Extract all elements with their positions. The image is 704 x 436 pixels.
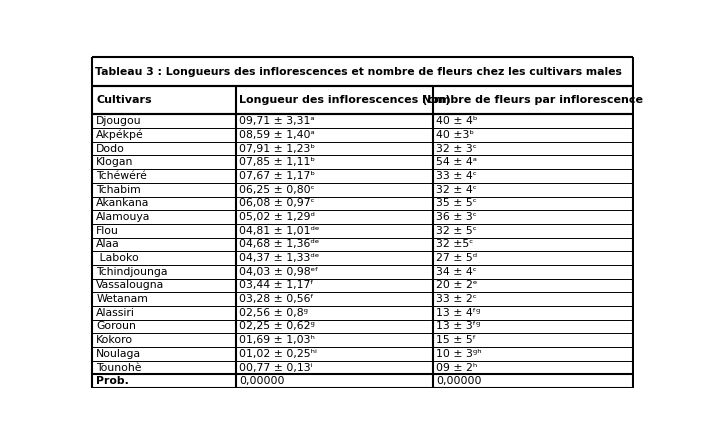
Text: 07,91 ± 1,23ᵇ: 07,91 ± 1,23ᵇ (239, 143, 315, 153)
Text: 08,59 ± 1,40ᵃ: 08,59 ± 1,40ᵃ (239, 130, 315, 140)
Text: 40 ± 4ᵇ: 40 ± 4ᵇ (436, 116, 478, 126)
Text: 09,71 ± 3,31ᵃ: 09,71 ± 3,31ᵃ (239, 116, 315, 126)
Text: 01,69 ± 1,03ʰ: 01,69 ± 1,03ʰ (239, 335, 315, 345)
Text: Tchéwéré: Tchéwéré (96, 171, 147, 181)
Text: 0,00000: 0,00000 (436, 376, 482, 386)
Text: 05,02 ± 1,29ᵈ: 05,02 ± 1,29ᵈ (239, 212, 315, 222)
Text: Tchindjounga: Tchindjounga (96, 267, 168, 277)
Text: 04,03 ± 0,98ᵉᶠ: 04,03 ± 0,98ᵉᶠ (239, 267, 319, 277)
Text: 33 ± 2ᶜ: 33 ± 2ᶜ (436, 294, 477, 304)
Text: 00,77 ± 0,13ⁱ: 00,77 ± 0,13ⁱ (239, 362, 313, 372)
Text: Dodo: Dodo (96, 143, 125, 153)
Text: 03,28 ± 0,56ᶠ: 03,28 ± 0,56ᶠ (239, 294, 314, 304)
Text: 32 ± 3ᶜ: 32 ± 3ᶜ (436, 143, 477, 153)
Text: 32 ±5ᶜ: 32 ±5ᶜ (436, 239, 474, 249)
Text: Noulaga: Noulaga (96, 349, 142, 359)
Text: Longueur des inflorescences (cm): Longueur des inflorescences (cm) (239, 95, 451, 105)
Text: 01,02 ± 0,25ʰⁱ: 01,02 ± 0,25ʰⁱ (239, 349, 318, 359)
Text: 32 ± 5ᶜ: 32 ± 5ᶜ (436, 226, 477, 236)
Text: 03,44 ± 1,17ᶠ: 03,44 ± 1,17ᶠ (239, 280, 314, 290)
Text: Tounohè: Tounohè (96, 362, 142, 372)
Text: Tableau 3 : Longueurs des inflorescences et nombre de fleurs chez les cultivars : Tableau 3 : Longueurs des inflorescences… (95, 67, 622, 77)
Text: Tchabim: Tchabim (96, 185, 141, 194)
Text: 13 ± 3ᶠᵍ: 13 ± 3ᶠᵍ (436, 321, 481, 331)
Text: 32 ± 4ᶜ: 32 ± 4ᶜ (436, 185, 477, 194)
Text: Nombre de fleurs par inflorescence: Nombre de fleurs par inflorescence (422, 95, 643, 105)
Text: 27 ± 5ᵈ: 27 ± 5ᵈ (436, 253, 477, 263)
Text: 0,00000: 0,00000 (239, 376, 285, 386)
Text: Djougou: Djougou (96, 116, 142, 126)
Text: 04,68 ± 1,36ᵈᵉ: 04,68 ± 1,36ᵈᵉ (239, 239, 320, 249)
Text: 40 ±3ᵇ: 40 ±3ᵇ (436, 130, 474, 140)
Text: Akpékpé: Akpékpé (96, 129, 144, 140)
Text: 04,81 ± 1,01ᵈᵉ: 04,81 ± 1,01ᵈᵉ (239, 226, 320, 236)
Text: 20 ± 2ᵉ: 20 ± 2ᵉ (436, 280, 478, 290)
Text: 06,08 ± 0,97ᶜ: 06,08 ± 0,97ᶜ (239, 198, 315, 208)
Text: Prob.: Prob. (96, 376, 129, 386)
Text: 02,25 ± 0,62ᵍ: 02,25 ± 0,62ᵍ (239, 321, 315, 331)
Text: 15 ± 5ᶠ: 15 ± 5ᶠ (436, 335, 477, 345)
Text: Kokoro: Kokoro (96, 335, 133, 345)
Text: 33 ± 4ᶜ: 33 ± 4ᶜ (436, 171, 477, 181)
Text: Alamouya: Alamouya (96, 212, 151, 222)
Text: Cultivars: Cultivars (96, 95, 152, 105)
Text: Akankana: Akankana (96, 198, 149, 208)
Text: Alassiri: Alassiri (96, 308, 135, 318)
Text: Flou: Flou (96, 226, 119, 236)
Text: 10 ± 3ᵍʰ: 10 ± 3ᵍʰ (436, 349, 482, 359)
Text: 07,67 ± 1,17ᵇ: 07,67 ± 1,17ᵇ (239, 171, 315, 181)
Text: 36 ± 3ᶜ: 36 ± 3ᶜ (436, 212, 477, 222)
Text: 04,37 ± 1,33ᵈᵉ: 04,37 ± 1,33ᵈᵉ (239, 253, 320, 263)
Text: 02,56 ± 0,8ᵍ: 02,56 ± 0,8ᵍ (239, 308, 308, 318)
Text: Klogan: Klogan (96, 157, 134, 167)
Text: 07,85 ± 1,11ᵇ: 07,85 ± 1,11ᵇ (239, 157, 315, 167)
Text: Wetanam: Wetanam (96, 294, 148, 304)
Text: Vassalougna: Vassalougna (96, 280, 165, 290)
Text: 34 ± 4ᶜ: 34 ± 4ᶜ (436, 267, 477, 277)
Text: 13 ± 4ᶠᵍ: 13 ± 4ᶠᵍ (436, 308, 481, 318)
Text: 35 ± 5ᶜ: 35 ± 5ᶜ (436, 198, 477, 208)
Text: Laboko: Laboko (96, 253, 139, 263)
Text: 54 ± 4ᵃ: 54 ± 4ᵃ (436, 157, 477, 167)
Text: 09 ± 2ʰ: 09 ± 2ʰ (436, 362, 478, 372)
Text: 06,25 ± 0,80ᶜ: 06,25 ± 0,80ᶜ (239, 185, 315, 194)
Text: Alaa: Alaa (96, 239, 120, 249)
Text: Goroun: Goroun (96, 321, 136, 331)
